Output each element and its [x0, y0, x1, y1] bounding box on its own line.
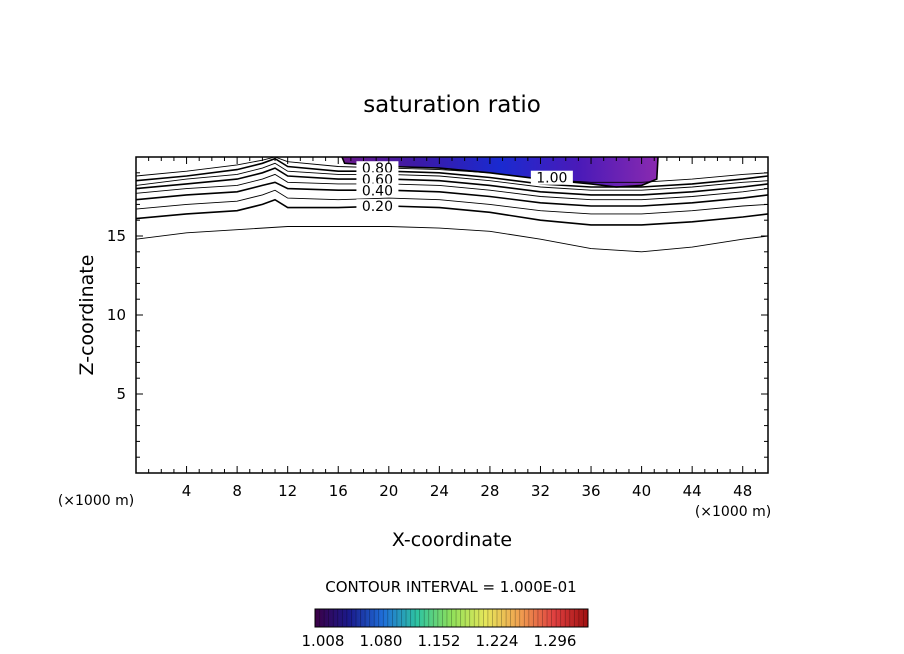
x-tick-label: 8 [232, 482, 242, 500]
contour-label-bg [356, 172, 399, 187]
colorbar-tick-label: 1.296 [534, 632, 577, 650]
x-tick-label: 24 [430, 482, 449, 500]
colorbar-tick-label: 1.152 [418, 632, 461, 650]
colorbar-bar [314, 608, 589, 628]
contour-label-bg [530, 170, 573, 185]
contour-label-bg [356, 183, 399, 198]
contour-label: 0.40 [362, 183, 393, 199]
contour-line [136, 157, 768, 188]
saturation-fill-region [342, 157, 659, 188]
supersaturation-area [342, 157, 659, 188]
x-unit-right: (×1000 m) [695, 504, 771, 520]
contour-line [136, 226, 768, 253]
colorbar-tick-label: 1.080 [360, 632, 403, 650]
colorbar: 1.008 1.080 1.152 1.224 1.296 [302, 608, 589, 650]
contour-lines [136, 157, 768, 253]
y-tick-label: 10 [107, 306, 126, 324]
contour-label-bg [356, 161, 399, 176]
contour-label: 0.20 [362, 199, 393, 215]
colorbar-tick-label: 1.224 [476, 632, 519, 650]
contour-line [136, 162, 768, 191]
y-axis-label: Z-coordinate [76, 255, 98, 376]
x-tick-label: 12 [278, 482, 297, 500]
x-tick-label: 4 [182, 482, 192, 500]
x-axis-label: X-coordinate [392, 529, 512, 551]
contour-interval-label: CONTOUR INTERVAL = 1.000E-01 [325, 578, 576, 596]
contour-line [136, 173, 768, 201]
contour-label: 1.00 [536, 171, 567, 187]
chart-title: saturation ratio [363, 92, 541, 118]
x-tick-label: 40 [632, 482, 651, 500]
x-tick-label: 44 [683, 482, 702, 500]
x-tick-label: 32 [531, 482, 550, 500]
contour-line [136, 167, 768, 196]
contour-labels: 0.800.600.400.201.00 [356, 161, 573, 215]
contour-line [136, 157, 768, 183]
contour-label-bg [356, 199, 399, 214]
y-tick-label: 15 [107, 227, 126, 245]
contour-line [136, 181, 768, 207]
y-tick-label: 5 [116, 385, 126, 403]
x-tick-label: 48 [733, 482, 752, 500]
contour-line [136, 189, 768, 215]
x-unit-left: (×1000 m) [58, 493, 134, 509]
x-tick-label: 36 [581, 482, 600, 500]
x-tick-label: 20 [379, 482, 398, 500]
x-tick-label: 28 [480, 482, 499, 500]
colorbar-tick-label: 1.008 [302, 632, 345, 650]
x-tick-label: 16 [329, 482, 348, 500]
contour-line [136, 198, 768, 226]
